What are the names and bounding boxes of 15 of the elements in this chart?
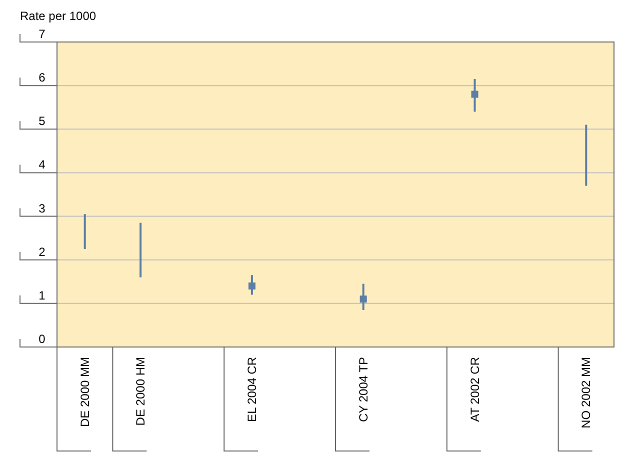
y-tick-label: 1: [38, 288, 46, 302]
y-tick-label: 3: [38, 201, 46, 216]
y-tick-label: 6: [38, 70, 46, 85]
x-tick-label: EL 2004 CR: [244, 356, 259, 422]
y-tick-label: 4: [38, 158, 46, 172]
x-tick-label: AT 2002 CR: [468, 356, 482, 422]
y-tick-label: 2: [38, 244, 46, 259]
y-tick-label: 5: [38, 114, 46, 128]
y-tick-label: 7: [38, 27, 46, 41]
x-tick-label: NO 2002 MM: [579, 357, 594, 428]
y-tick-label: 0: [38, 332, 46, 346]
x-tick-label: CY 2004 TP: [356, 357, 370, 422]
x-tick-label: DE 2000 HM: [134, 357, 148, 426]
y-axis-title: Rate per 1000: [20, 9, 96, 23]
x-tick-label: DE 2000 MM: [78, 357, 92, 428]
